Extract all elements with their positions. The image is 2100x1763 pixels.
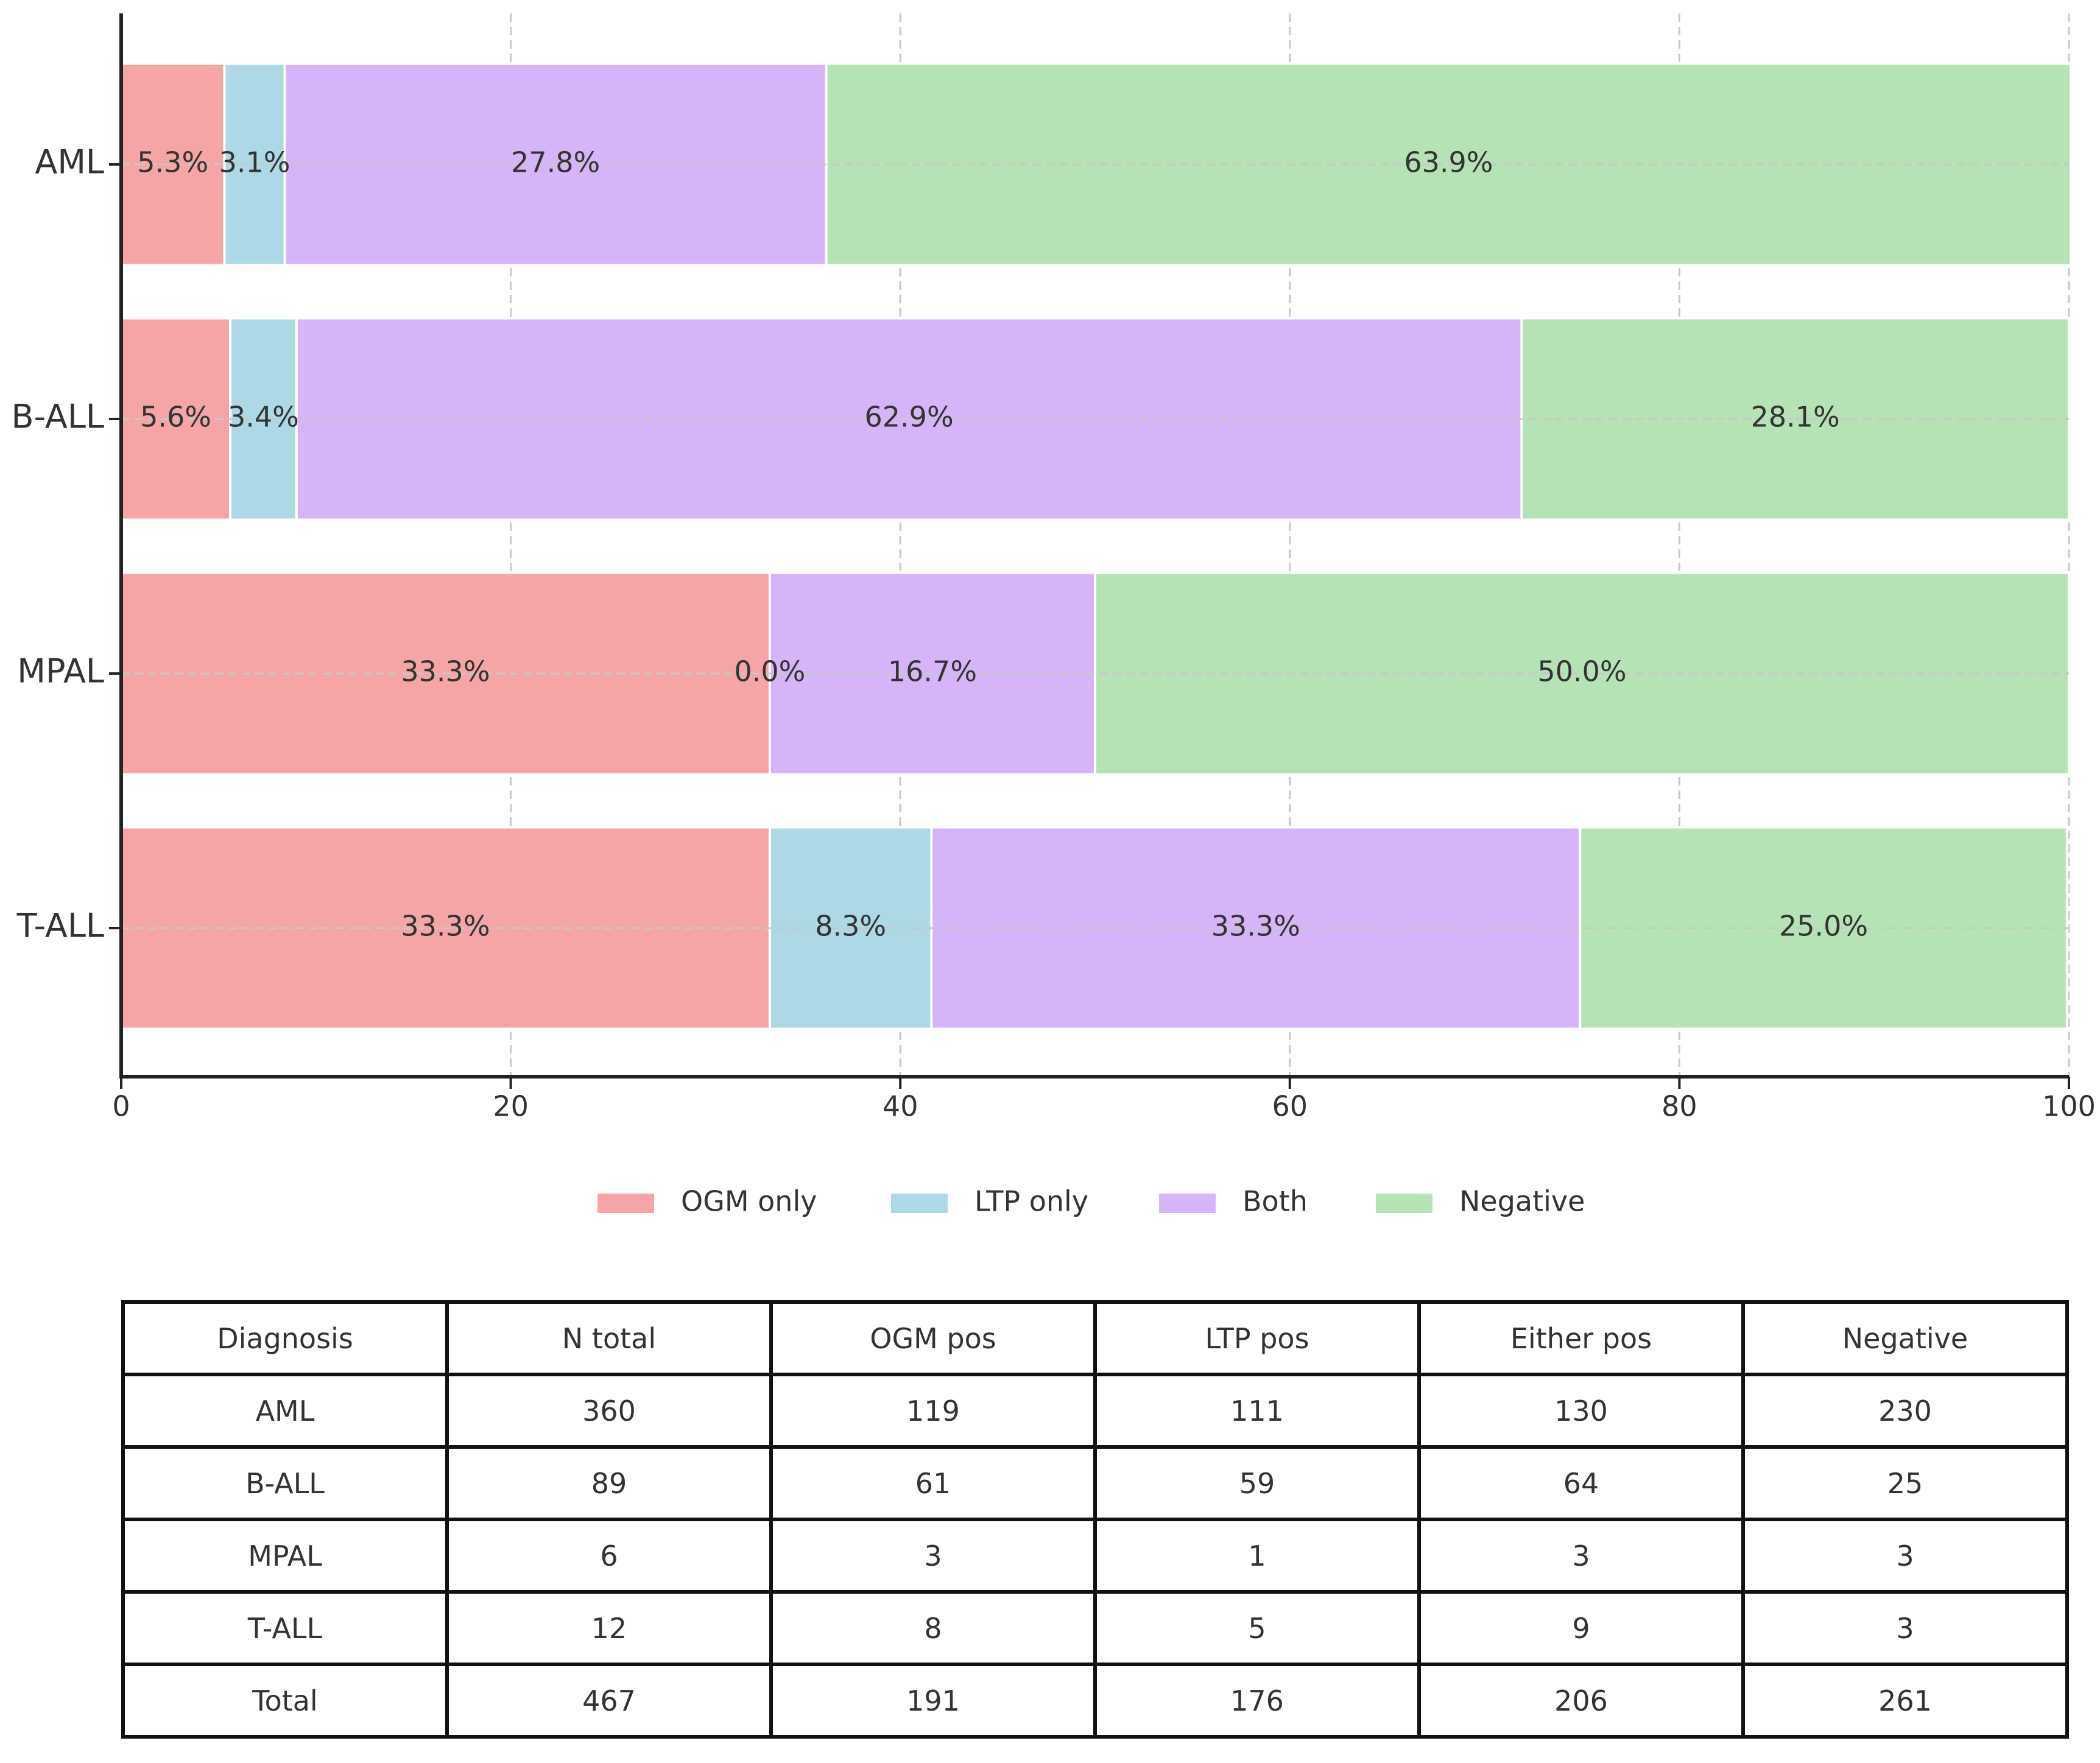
table-cell: Negative — [1741, 1300, 2069, 1376]
table-cell: Total — [121, 1663, 449, 1739]
y-tick-label: B-ALL — [12, 398, 104, 436]
value-label: 62.9% — [865, 401, 954, 434]
table-cell: Diagnosis — [121, 1300, 449, 1376]
value-label: 25.0% — [1779, 910, 1868, 943]
table-cell: 8 — [769, 1590, 1097, 1666]
value-label: 33.3% — [1211, 910, 1300, 943]
table-cell: 261 — [1741, 1663, 2069, 1739]
value-label: 33.3% — [401, 910, 490, 943]
table-cell: 6 — [445, 1518, 773, 1594]
legend-swatch — [1159, 1194, 1216, 1213]
table-cell: 191 — [769, 1663, 1097, 1739]
table-cell: OGM pos — [769, 1300, 1097, 1376]
legend-label: OGM only — [681, 1185, 817, 1218]
table-cell: 89 — [445, 1445, 773, 1521]
value-label: 3.4% — [228, 401, 299, 434]
table-cell: B-ALL — [121, 1445, 449, 1521]
table-cell: 25 — [1741, 1445, 2069, 1521]
table-cell: 176 — [1093, 1663, 1421, 1739]
x-tick-label: 0 — [112, 1090, 130, 1123]
value-label: 50.0% — [1537, 655, 1626, 688]
legend-swatch — [597, 1194, 654, 1213]
table-cell: LTP pos — [1093, 1300, 1421, 1376]
table-cell: 12 — [445, 1590, 773, 1666]
table-row: T-ALL 12 8 5 9 3 — [121, 1590, 2069, 1666]
table-cell: 111 — [1093, 1373, 1421, 1449]
value-label: 28.1% — [1751, 401, 1840, 434]
table-cell: 64 — [1417, 1445, 1745, 1521]
y-tick-label: T-ALL — [16, 907, 104, 945]
table-cell: 130 — [1417, 1373, 1745, 1449]
table-row: B-ALL 89 61 59 64 25 — [121, 1445, 2069, 1521]
x-tick-label: 60 — [1272, 1090, 1308, 1123]
legend-label: LTP only — [974, 1185, 1088, 1218]
table-row: AML 360 119 111 130 230 — [121, 1373, 2069, 1449]
value-label: 5.6% — [140, 401, 211, 434]
table-cell: 1 — [1093, 1518, 1421, 1594]
table-cell: 3 — [1741, 1590, 2069, 1666]
table-cell: AML — [121, 1373, 449, 1449]
table-cell: T-ALL — [121, 1590, 449, 1666]
value-label: 3.1% — [219, 146, 291, 179]
table-cell: 3 — [1741, 1518, 2069, 1594]
legend-label: Negative — [1459, 1185, 1585, 1218]
value-label: 8.3% — [815, 910, 886, 943]
x-tick-label: 80 — [1661, 1090, 1697, 1123]
table-cell: 3 — [1417, 1518, 1745, 1594]
legend-swatch — [1376, 1194, 1432, 1213]
table-cell: 61 — [769, 1445, 1097, 1521]
table-cell: 206 — [1417, 1663, 1745, 1739]
x-tick-label: 100 — [2042, 1090, 2096, 1123]
value-label: 33.3% — [401, 655, 490, 688]
table-cell: 230 — [1741, 1373, 2069, 1449]
table-cell: 59 — [1093, 1445, 1421, 1521]
table-row: MPAL 6 3 1 3 3 — [121, 1518, 2069, 1594]
summary-table: Diagnosis N total OGM pos LTP pos Either pos… — [121, 1300, 2069, 1739]
table-cell: 9 — [1417, 1590, 1745, 1666]
value-label: 63.9% — [1404, 146, 1493, 179]
value-label: 0.0% — [734, 655, 805, 688]
table-cell: N total — [445, 1300, 773, 1376]
y-tick-label: MPAL — [17, 652, 104, 691]
value-label: 16.7% — [888, 655, 977, 688]
value-label: 5.3% — [137, 146, 208, 179]
table-cell: MPAL — [121, 1518, 449, 1594]
table-cell: 5 — [1093, 1590, 1421, 1666]
value-label: 27.8% — [511, 146, 600, 179]
table-cell: 3 — [769, 1518, 1097, 1594]
y-tick-label: AML — [35, 143, 104, 181]
table-cell: 467 — [445, 1663, 773, 1739]
table-cell: Either pos — [1417, 1300, 1745, 1376]
x-tick-label: 20 — [493, 1090, 529, 1123]
chart: 5.3% 3.1% 27.8% 63.9% 5.6% 3.4% 62.9% 28.1% 33.3… — [12, 13, 2096, 1218]
table-cell: 360 — [445, 1373, 773, 1449]
x-tick-label: 40 — [883, 1090, 918, 1123]
legend-swatch — [891, 1194, 948, 1213]
table-cell: 119 — [769, 1373, 1097, 1449]
table-row: Diagnosis N total OGM pos LTP pos Either pos… — [121, 1300, 2069, 1376]
legend-label: Both — [1242, 1185, 1308, 1218]
table-row: Total 467 191 176 206 261 — [121, 1663, 2069, 1739]
